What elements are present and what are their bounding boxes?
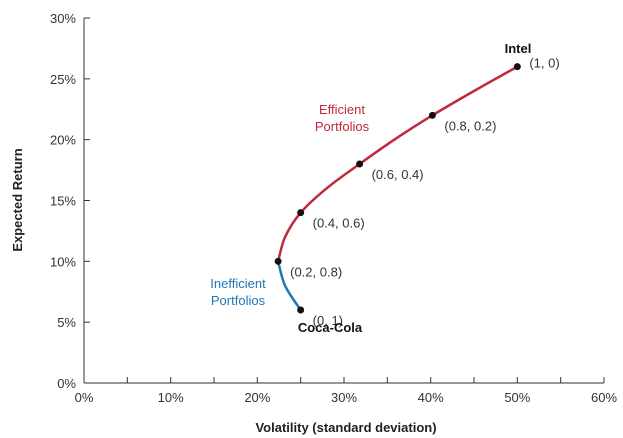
x-tick-label: 30%	[331, 390, 357, 405]
y-axis-title: Expected Return	[10, 148, 25, 251]
x-tick-label: 60%	[591, 390, 617, 405]
x-tick-label: 40%	[418, 390, 444, 405]
y-tick-label: 25%	[50, 72, 76, 87]
portfolio-point	[274, 257, 282, 265]
coca-cola-label: Coca-Cola	[298, 320, 363, 335]
portfolio-point	[428, 111, 436, 119]
inefficient-frontier-line	[276, 260, 302, 312]
point-label: (0.4, 0.6)	[313, 216, 365, 231]
point-label: (0.6, 0.4)	[372, 167, 424, 182]
point-label: (0, 1)	[313, 313, 343, 328]
axes: 0% 10% 20% 30% 40% 50% 60% 0% 5% 10% 15% 20% 25% 30%	[50, 11, 617, 405]
y-tick-label: 10%	[50, 254, 76, 269]
x-tick-label: 10%	[158, 390, 184, 405]
inefficient-label-line1: Inefficient	[210, 276, 266, 291]
efficient-label-line1: Efficient	[319, 102, 365, 117]
portfolio-point	[356, 160, 364, 168]
labels: (1, 0) (0.8, 0.2) (0.6, 0.4) (0.4, 0.6) (0.2…	[290, 56, 560, 328]
point-label: (1, 0)	[529, 56, 559, 71]
efficient-frontier-line	[276, 65, 519, 263]
x-axis-title: Volatility (standard deviation)	[255, 420, 436, 435]
x-tick-label: 20%	[244, 390, 270, 405]
y-tick-label: 5%	[57, 315, 76, 330]
portfolio-point	[297, 306, 305, 314]
y-tick-label: 30%	[50, 11, 76, 26]
data-points	[274, 63, 521, 314]
y-tick-label: 0%	[57, 376, 76, 391]
portfolio-point	[513, 63, 521, 71]
point-label: (0.8, 0.2)	[444, 118, 496, 133]
y-tick-label: 15%	[50, 194, 76, 209]
y-tick-label: 20%	[50, 133, 76, 148]
portfolio-point	[297, 209, 305, 217]
intel-label: Intel	[505, 41, 532, 56]
x-tick-label: 0%	[75, 390, 94, 405]
inefficient-label-line2: Portfolios	[211, 293, 266, 308]
point-label: (0.2, 0.8)	[290, 264, 342, 279]
efficient-label-line2: Portfolios	[315, 119, 370, 134]
x-tick-label: 50%	[504, 390, 530, 405]
